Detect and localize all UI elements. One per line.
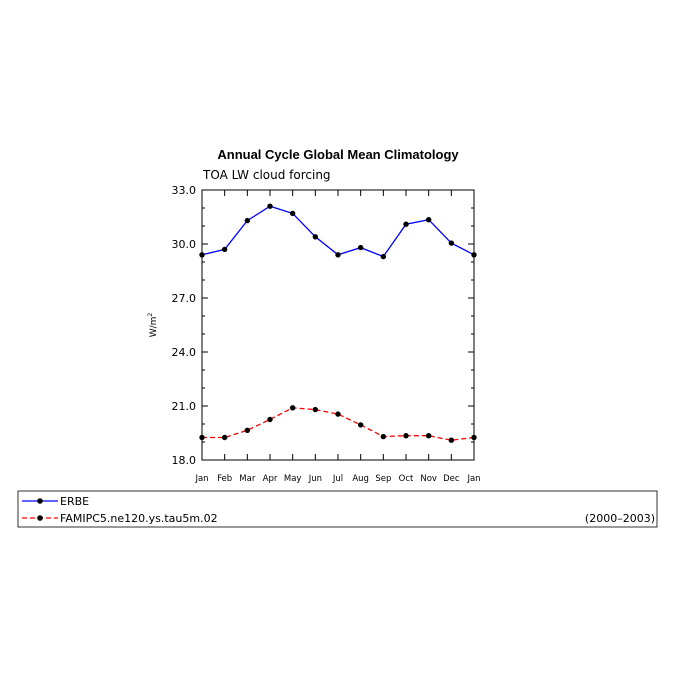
y-tick-label: 21.0 <box>172 400 197 413</box>
legend-note: (2000–2003) <box>585 512 655 525</box>
x-tick-label: Sep <box>375 474 391 484</box>
y-tick-labels: 18.0 21.0 24.0 27.0 30.0 33.0 <box>172 184 197 467</box>
data-point <box>267 416 273 423</box>
legend-marker-model <box>37 515 43 521</box>
plot-frame <box>201 189 475 461</box>
data-point <box>221 246 228 253</box>
data-point <box>289 210 296 217</box>
data-point <box>380 433 387 440</box>
y-tick-label: 27.0 <box>172 292 197 305</box>
data-point <box>312 406 319 413</box>
data-point <box>403 221 409 227</box>
data-point <box>335 252 341 258</box>
x-tick-labels: Jan Feb Mar Apr May Jun Jul Aug Sep Oct Nov Dec Jan <box>194 474 480 484</box>
legend-label-erbe: ERBE <box>60 495 89 508</box>
data-point <box>312 234 319 240</box>
data-point <box>425 433 432 439</box>
data-point <box>357 244 364 251</box>
x-tick-label: May <box>284 474 302 484</box>
y-tick-label: 24.0 <box>172 346 197 359</box>
x-tick-label: Jan <box>466 474 480 484</box>
data-point <box>403 433 409 439</box>
chart-title: Annual Cycle Global Mean Climatology <box>217 147 459 162</box>
legend-entry-erbe: ERBE <box>22 495 89 508</box>
x-tick-label: Jul <box>332 474 343 484</box>
y-axis-label-unit: W/m <box>149 317 159 338</box>
x-tick-label: Apr <box>263 474 278 484</box>
y-axis-label: W/m2 <box>147 313 159 338</box>
tick-marks <box>201 189 475 461</box>
series-points <box>199 203 477 443</box>
data-point <box>244 427 251 433</box>
data-point <box>267 203 273 209</box>
data-point <box>471 434 477 441</box>
data-point <box>289 405 296 411</box>
series-line-0 <box>201 205 475 258</box>
legend-marker-erbe <box>37 498 43 504</box>
legend-box <box>17 490 658 528</box>
data-point <box>425 217 432 223</box>
data-point <box>448 240 455 246</box>
y-tick-label: 33.0 <box>172 184 197 197</box>
legend-label-model: FAMIPC5.ne120.ys.tau5m.02 <box>60 512 218 525</box>
x-tick-label: Jan <box>194 474 208 484</box>
data-point <box>357 422 364 428</box>
y-axis-label-exponent: 2 <box>147 313 154 317</box>
series-lines <box>201 205 475 441</box>
data-point <box>199 252 205 258</box>
x-tick-label: Oct <box>399 474 414 484</box>
x-tick-label: Jun <box>308 474 322 484</box>
data-point <box>244 217 251 224</box>
y-tick-label: 18.0 <box>172 454 197 467</box>
chart-subtitle: TOA LW cloud forcing <box>202 168 331 182</box>
data-point <box>380 253 387 260</box>
x-tick-label: Dec <box>443 474 460 484</box>
x-tick-label: Nov <box>420 474 437 484</box>
x-tick-label: Aug <box>352 474 369 484</box>
y-tick-label: 30.0 <box>172 238 197 251</box>
data-point <box>471 252 477 258</box>
legend-entry-model: FAMIPC5.ne120.ys.tau5m.02 <box>22 512 218 525</box>
x-tick-label: Mar <box>239 474 256 484</box>
data-point <box>221 434 228 441</box>
data-point <box>335 411 341 417</box>
data-point <box>199 434 205 441</box>
x-tick-label: Feb <box>217 474 232 484</box>
data-point <box>448 437 455 443</box>
